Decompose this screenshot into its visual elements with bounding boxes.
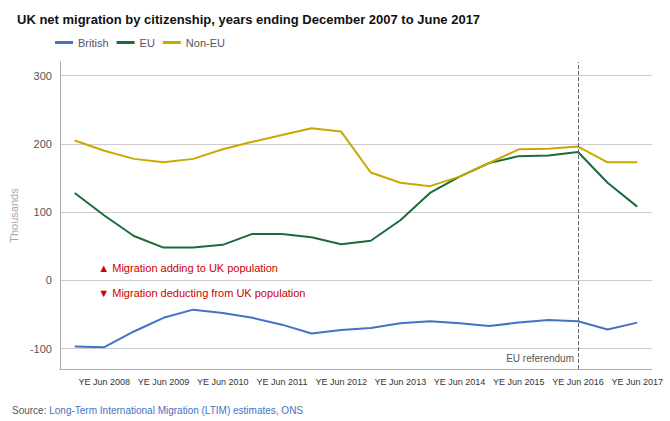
svg-text:Non-EU: Non-EU [186,37,225,49]
svg-text:YE Jun 2015: YE Jun 2015 [493,377,545,387]
svg-text:-100: -100 [30,343,52,355]
svg-text:EU referendum: EU referendum [506,353,574,364]
svg-text:Thousands: Thousands [8,188,20,243]
svg-text:200: 200 [34,138,52,150]
svg-text:YE Jun 2009: YE Jun 2009 [138,377,190,387]
svg-text:EU: EU [140,37,155,49]
svg-text:▲ Migration adding to UK popul: ▲ Migration adding to UK population [98,262,278,274]
svg-text:YE Jun 2014: YE Jun 2014 [434,377,486,387]
svg-text:▼ Migration deducting from UK: ▼ Migration deducting from UK population [98,287,305,299]
svg-text:YE Jun 2017: YE Jun 2017 [611,377,663,387]
svg-text:YE Jun 2013: YE Jun 2013 [375,377,427,387]
svg-text:0: 0 [46,274,52,286]
svg-text:Long-Term International Migrat: Long-Term International Migration (LTIM)… [49,405,303,416]
svg-text:300: 300 [34,70,52,82]
svg-text:YE Jun 2011: YE Jun 2011 [257,377,308,387]
svg-text:100: 100 [34,206,52,218]
svg-text:YE Jun 2008: YE Jun 2008 [79,377,131,387]
svg-text:YE Jun 2016: YE Jun 2016 [552,377,604,387]
svg-text:YE Jun 2010: YE Jun 2010 [197,377,249,387]
svg-text:Source:: Source: [12,405,46,416]
svg-text:British: British [78,37,109,49]
svg-text:UK net migration by citizenshi: UK net migration by citizenship, years e… [17,12,480,27]
svg-text:YE Jun 2012: YE Jun 2012 [315,377,367,387]
